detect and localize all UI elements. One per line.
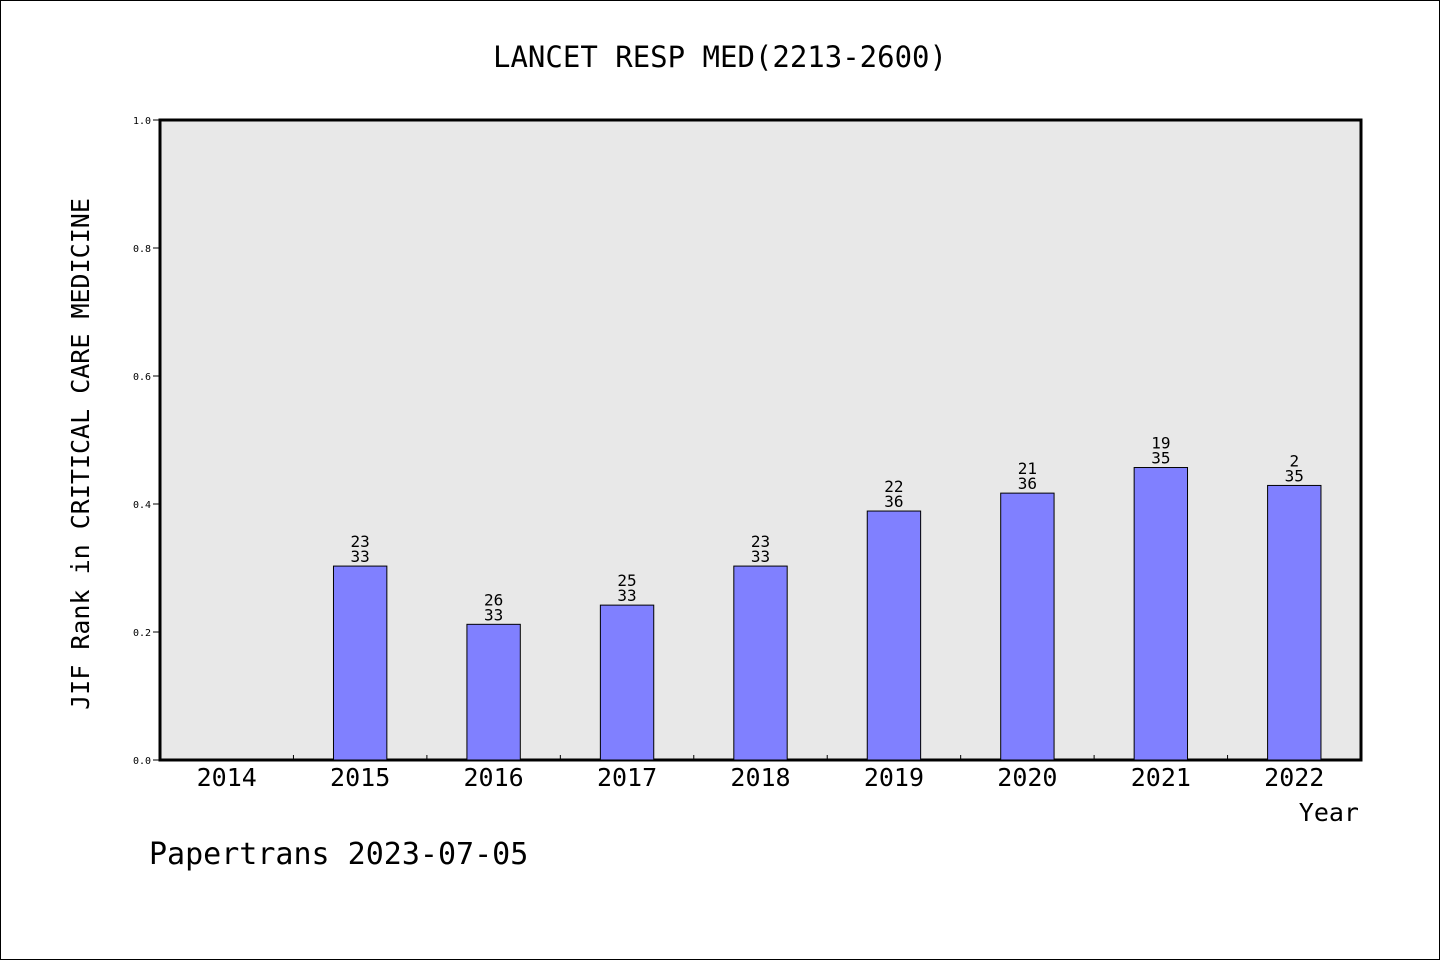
- data-label-total-2015: 33: [351, 547, 370, 566]
- x-tick-label-2022: 2022: [1264, 763, 1324, 792]
- data-label-total-2022: 35: [1285, 466, 1304, 485]
- x-tick-label-2018: 2018: [730, 763, 790, 792]
- data-label-total-2019: 36: [884, 492, 903, 511]
- data-label-rank-2020: 21: [1018, 459, 1037, 478]
- y-tick-label-0.8: 0.8: [133, 244, 151, 255]
- x-tick-label-2016: 2016: [464, 763, 524, 792]
- chart-title: LANCET RESP MED(2213-2600): [493, 40, 947, 74]
- data-label-total-2018: 33: [751, 547, 770, 566]
- x-tick-label-2021: 2021: [1131, 763, 1191, 792]
- bar-2018: [733, 565, 788, 761]
- bar-2016: [466, 623, 521, 761]
- data-label-rank-2016: 26: [484, 590, 503, 609]
- bar-2021: [1133, 467, 1189, 761]
- data-label-rank-2015: 23: [351, 532, 370, 551]
- data-label-total-2017: 33: [617, 586, 636, 605]
- data-label-total-2016: 33: [484, 605, 503, 624]
- y-tick-label-0.4: 0.4: [133, 500, 151, 511]
- bar-2020: [1000, 492, 1055, 761]
- y-tick-label-0.2: 0.2: [133, 628, 151, 639]
- bar-2019: [866, 510, 922, 761]
- x-tick-label-2014: 2014: [197, 763, 257, 792]
- x-tick-label-2019: 2019: [864, 763, 924, 792]
- x-tick-label-2015: 2015: [330, 763, 390, 792]
- data-label-rank-2018: 23: [751, 532, 770, 551]
- x-tick-label-2017: 2017: [597, 763, 657, 792]
- data-label-rank-2017: 25: [617, 571, 636, 590]
- data-label-total-2020: 36: [1018, 474, 1037, 493]
- x-axis-label: Year: [1299, 798, 1359, 827]
- ticks-group: 2014 2015 2016 2017 2018 2019 2020 2021 2022 0.0 0…: [133, 116, 1324, 792]
- y-tick-label-0.0: 0.0: [133, 756, 151, 767]
- y-tick-label-1.0: 1.0: [133, 116, 151, 127]
- x-tick-label-2020: 2020: [997, 763, 1057, 792]
- data-label-rank-2019: 22: [884, 477, 903, 496]
- y-axis-label: JIF Rank in CRITICAL CARE MEDICINE: [66, 198, 95, 710]
- bar-2022: [1267, 484, 1322, 761]
- data-label-total-2021: 35: [1151, 449, 1170, 468]
- data-label-rank-2022: 2: [1289, 451, 1299, 470]
- bar-2017: [599, 604, 655, 761]
- footer-credit: Papertrans 2023-07-05: [149, 837, 528, 872]
- bar-2015: [332, 565, 388, 761]
- y-tick-label-0.6: 0.6: [133, 372, 151, 383]
- data-label-rank-2021: 19: [1151, 434, 1170, 453]
